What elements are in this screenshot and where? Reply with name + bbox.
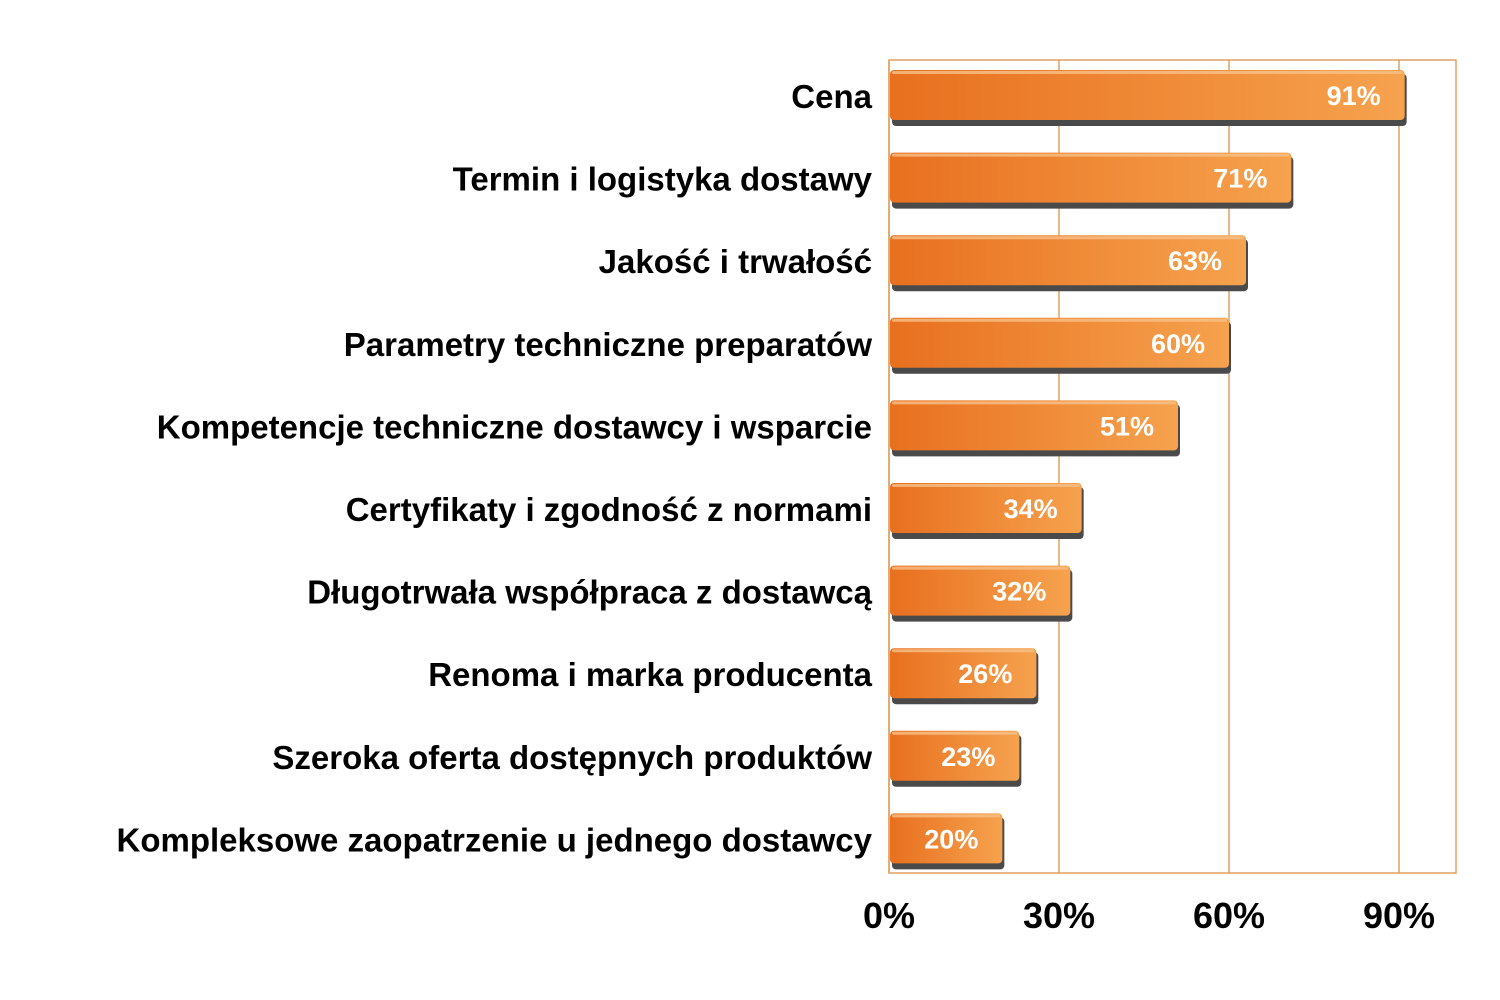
category-label: Parametry techniczne preparatów xyxy=(344,326,873,363)
x-tick-label: 90% xyxy=(1363,895,1435,936)
bar-body xyxy=(890,565,1071,616)
bar-value-label: 32% xyxy=(992,577,1046,607)
bar-highlight xyxy=(892,71,1403,74)
bar-7: 32% xyxy=(890,565,1073,622)
bar-body xyxy=(890,70,1405,120)
bar-value-label: 60% xyxy=(1151,329,1205,359)
category-label: Certyfikaty i zgodność z normami xyxy=(346,491,872,528)
bar-3: 63% xyxy=(890,235,1248,292)
category-label: Renoma i marka producenta xyxy=(428,656,872,693)
bar-8: 26% xyxy=(890,648,1039,705)
bar-body xyxy=(890,317,1229,368)
bar-body xyxy=(890,400,1178,451)
bar-9: 23% xyxy=(890,730,1022,787)
bar-body xyxy=(890,483,1082,533)
bar-body xyxy=(890,152,1292,203)
bar-value-label: 20% xyxy=(924,824,978,854)
category-label: Długotrwała współpraca z dostawcą xyxy=(307,574,872,611)
bar-highlight xyxy=(892,649,1035,653)
bar-body xyxy=(890,648,1037,699)
bars: 91% 71% 63% 60% 51% 34% 32% 26% 23% 20% xyxy=(890,70,1407,870)
category-label: Cena xyxy=(791,78,872,115)
category-label: Kompleksowe zaopatrzenie u jednego dosta… xyxy=(116,821,872,858)
bar-highlight xyxy=(892,153,1290,157)
bar-value-label: 51% xyxy=(1100,411,1154,441)
bar-body xyxy=(890,235,1246,286)
bar-value-label: 91% xyxy=(1327,81,1381,111)
bar-body xyxy=(890,730,1020,781)
bar-highlight xyxy=(892,731,1018,735)
bar-value-label: 23% xyxy=(941,742,995,772)
x-tick-label: 30% xyxy=(1023,895,1095,936)
category-labels: Cena Termin i logistyka dostawy Jakość i t… xyxy=(116,78,872,858)
bar-highlight xyxy=(892,401,1176,405)
x-tick-label: 60% xyxy=(1193,895,1265,936)
category-label: Kompetencje techniczne dostawcy i wsparc… xyxy=(157,408,872,445)
bar-highlight xyxy=(892,814,1001,818)
bar-1: 91% xyxy=(890,70,1407,126)
bar-body xyxy=(890,813,1003,864)
category-label: Jakość i trwałość xyxy=(599,243,872,280)
bar-2: 71% xyxy=(890,152,1294,209)
bar-value-label: 63% xyxy=(1168,246,1222,276)
x-tick-label: 0% xyxy=(863,895,915,936)
bar-highlight xyxy=(892,484,1080,487)
bar-value-label: 34% xyxy=(1004,494,1058,524)
bar-highlight xyxy=(892,318,1227,322)
x-axis-tick-labels: 0% 30% 60% 90% xyxy=(863,895,1435,936)
bar-highlight xyxy=(892,236,1244,240)
category-label: Szeroka oferta dostępnych produktów xyxy=(272,739,872,776)
bar-4: 60% xyxy=(890,317,1231,374)
bar-6: 34% xyxy=(890,483,1084,539)
bar-value-label: 26% xyxy=(958,659,1012,689)
bar-value-label: 71% xyxy=(1213,164,1267,194)
category-label: Termin i logistyka dostawy xyxy=(453,161,873,198)
bar-5: 51% xyxy=(890,400,1180,457)
bar-highlight xyxy=(892,566,1069,570)
bar-10: 20% xyxy=(890,813,1005,870)
